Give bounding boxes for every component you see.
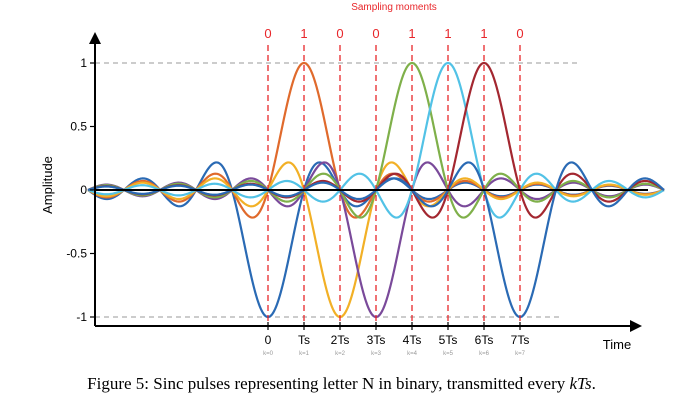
- y-tick-label: -1: [76, 310, 87, 324]
- figure-caption: Figure 5: Sinc pulses representing lette…: [0, 374, 683, 394]
- x-tick-label: 3Ts: [367, 333, 386, 347]
- bit-label: 0: [264, 26, 271, 41]
- caption-math: kTs: [569, 374, 592, 393]
- x-tick-label: 4Ts: [403, 333, 422, 347]
- x-tick-label: Ts: [298, 333, 310, 347]
- bit-label: 0: [336, 26, 343, 41]
- bit-label: 1: [480, 26, 487, 41]
- y-tick-label: -0.5: [66, 247, 87, 261]
- y-tick-label: 0.5: [70, 120, 87, 134]
- bit-label: 1: [408, 26, 415, 41]
- x-tick-label: 7Ts: [511, 333, 530, 347]
- caption-text: Figure 5: Sinc pulses representing lette…: [87, 374, 570, 393]
- k-index-label: k=2: [335, 351, 346, 357]
- chart-title: Sampling moments: [351, 2, 437, 13]
- sinc-pulse-chart: 1 0.5 0 -0.5 -1 0 k=0 0 Ts k=1 1 2Ts k=2 0 3Ts k=3 0 4Ts k…: [40, 2, 665, 357]
- k-index-label: k=1: [299, 351, 310, 357]
- k-index-label: k=3: [371, 351, 382, 357]
- reference-lines: [95, 62, 580, 318]
- bit-label: 0: [372, 26, 379, 41]
- x-axis-arrow: [630, 320, 642, 332]
- x-axis-label: Time: [603, 337, 631, 352]
- axes: [89, 32, 648, 332]
- k-index-label: k=4: [407, 351, 418, 357]
- x-tick-label: 5Ts: [439, 333, 458, 347]
- y-tick-label: 0: [80, 183, 87, 197]
- k-index-label: k=0: [263, 351, 274, 357]
- x-tick-label: 2Ts: [331, 333, 350, 347]
- k-index-label: k=5: [443, 351, 454, 357]
- y-axis-arrow: [89, 32, 101, 44]
- sampling-marker-lines: [267, 45, 521, 326]
- bit-label: 0: [516, 26, 523, 41]
- caption-end: .: [591, 374, 596, 393]
- chart-labels: 1 0.5 0 -0.5 -1 0 k=0 0 Ts k=1 1 2Ts k=2 0 3Ts k=3 0 4Ts k…: [40, 2, 631, 357]
- y-axis-label: Amplitude: [40, 156, 55, 214]
- x-tick-label: 0: [265, 333, 272, 347]
- k-index-label: k=6: [479, 351, 490, 357]
- series-curves: [87, 61, 665, 319]
- bit-label: 1: [444, 26, 451, 41]
- k-index-label: k=7: [515, 351, 526, 357]
- bit-label: 1: [300, 26, 307, 41]
- x-tick-label: 6Ts: [475, 333, 494, 347]
- y-tick-label: 1: [80, 56, 87, 70]
